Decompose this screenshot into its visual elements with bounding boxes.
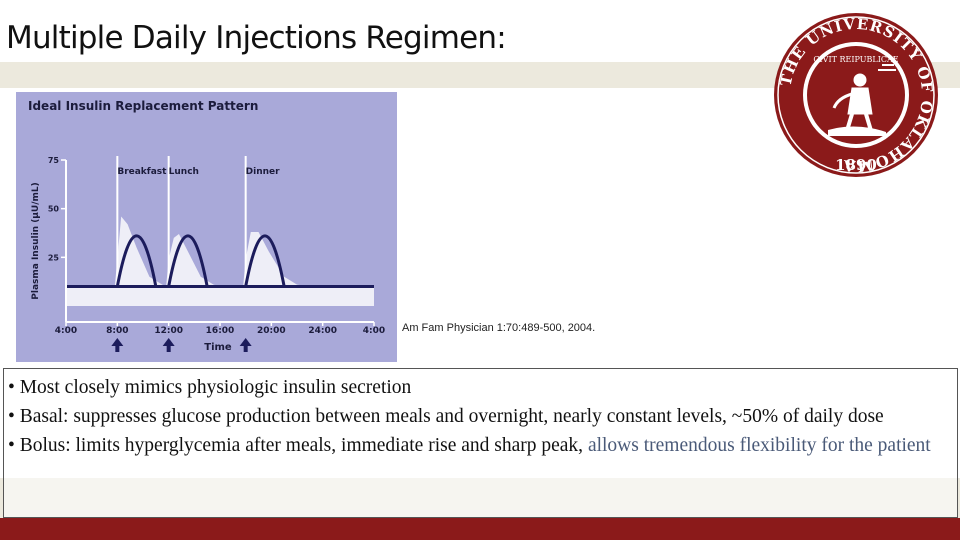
seal-year: 1890 bbox=[835, 156, 877, 174]
y-tick-label: 50 bbox=[48, 205, 60, 214]
y-axis-label: Plasma Insulin (µU/mL) bbox=[31, 182, 41, 299]
x-axis-label: Time bbox=[204, 342, 232, 353]
bullet-item: • Bolus: limits hyperglycemia after meal… bbox=[8, 435, 931, 456]
bullet-list: • Most closely mimics physiologic insuli… bbox=[3, 368, 958, 518]
x-tick-label: 4:00 bbox=[55, 326, 77, 336]
chart-title: Ideal Insulin Replacement Pattern bbox=[28, 99, 258, 113]
x-tick-label: 20:00 bbox=[257, 326, 286, 336]
x-tick-label: 16:00 bbox=[206, 326, 235, 336]
seal-motto: CIVIT REIPUBLICAE bbox=[813, 55, 898, 64]
bolus-curve bbox=[244, 234, 286, 287]
injection-arrow-icon bbox=[239, 338, 252, 352]
injection-arrow-icon bbox=[111, 338, 124, 352]
slide-title: Multiple Daily Injections Regimen: bbox=[6, 20, 507, 56]
chart-panel: Ideal Insulin Replacement Pattern Breakf… bbox=[16, 92, 397, 362]
meal-label: Dinner bbox=[246, 167, 280, 177]
meal-label: Breakfast bbox=[117, 167, 167, 177]
bolus-curve bbox=[167, 234, 209, 287]
x-tick-label: 24:00 bbox=[308, 326, 337, 336]
x-tick-label: 4:00 bbox=[363, 326, 385, 336]
bullet-item: • Most closely mimics physiologic insuli… bbox=[8, 377, 412, 398]
y-tick-label: 75 bbox=[48, 156, 60, 165]
citation-text: Am Fam Physician 1:70:489-500, 2004. bbox=[402, 322, 596, 334]
insulin-chart: Ideal Insulin Replacement Pattern Breakf… bbox=[28, 99, 385, 353]
sower-figure-icon bbox=[828, 64, 896, 136]
highlighted-text: allows tremendous flexibility for the pa… bbox=[587, 435, 931, 456]
bolus-curve bbox=[115, 234, 158, 287]
footer-bar bbox=[0, 518, 960, 540]
university-seal-logo: THE UNIVERSITY OF OKLAHOMA 1890 CIVIT RE… bbox=[774, 13, 938, 177]
meal-label: Lunch bbox=[169, 167, 199, 177]
y-tick-label: 25 bbox=[48, 253, 60, 262]
x-tick-label: 12:00 bbox=[154, 326, 183, 336]
x-tick-label: 8:00 bbox=[106, 326, 128, 336]
physiologic-insulin-area bbox=[66, 216, 374, 306]
injection-arrow-icon bbox=[162, 338, 175, 352]
bullet-item: • Basal: suppresses glucose production b… bbox=[8, 406, 884, 427]
